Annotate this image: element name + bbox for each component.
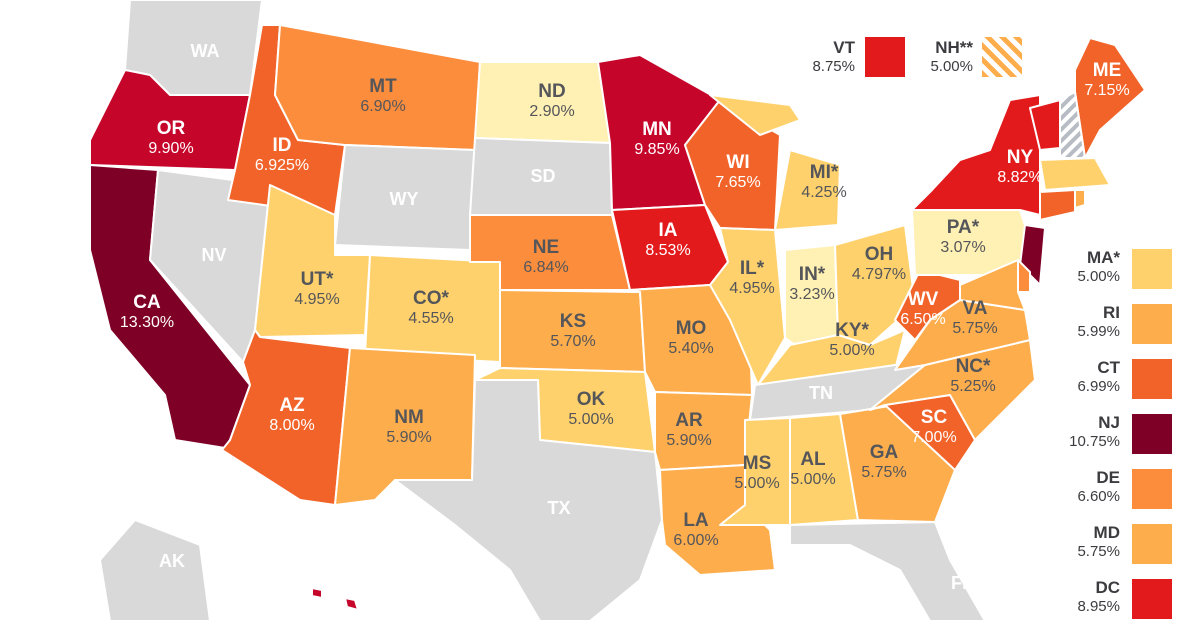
key-swatch — [982, 37, 1022, 77]
state-shape-ks — [499, 289, 646, 373]
legend-swatch — [1132, 359, 1172, 399]
state-shape-ma — [1039, 157, 1111, 191]
state-shape-hi — [311, 587, 359, 611]
state-shape-il — [709, 227, 786, 386]
legend-item-de: DE 6.60% — [1077, 468, 1120, 505]
state-shape-ri — [1074, 189, 1086, 209]
state-shape-mi — [709, 94, 841, 231]
legend-abbr: MA* — [1086, 248, 1120, 267]
state-shape-ny — [911, 94, 1041, 216]
state-shape-sd — [469, 137, 613, 216]
legend-rate: 10.75% — [1069, 433, 1120, 450]
legend-item-ma: MA* 5.00% — [1077, 248, 1120, 285]
legend-item-ri: RI 5.99% — [1077, 303, 1120, 340]
legend-abbr: NJ — [1098, 413, 1120, 432]
state-shape-tx — [394, 379, 663, 621]
state-shape-nh — [1059, 91, 1086, 159]
state-shape-az — [221, 329, 351, 506]
legend-abbr: CT — [1097, 358, 1120, 377]
state-shape-in — [784, 244, 839, 346]
state-shape-fl — [789, 521, 986, 621]
legend-abbr: RI — [1103, 303, 1120, 322]
legend-swatch — [1132, 249, 1172, 289]
legend-rate: 8.95% — [1077, 598, 1120, 615]
state-shape-wy — [334, 144, 476, 251]
state-shape-ct — [1039, 189, 1076, 221]
state-shape-ia — [611, 204, 729, 291]
legend-item-dc: DC 8.95% — [1077, 578, 1120, 615]
state-shape-ar — [654, 391, 753, 471]
state-shape-co — [364, 254, 501, 363]
state-shape-nd — [474, 61, 611, 144]
legend-swatch — [1132, 524, 1172, 564]
top-key-vt: VT 8.75% — [812, 38, 855, 75]
top-key-nh: NH** 5.00% — [930, 38, 973, 75]
legend-rate: 6.99% — [1077, 378, 1120, 395]
legend-rate: 5.99% — [1077, 323, 1120, 340]
legend-abbr: MD — [1093, 523, 1120, 542]
legend-abbr: DC — [1095, 578, 1120, 597]
state-shape-ak — [99, 519, 211, 621]
legend-swatch — [1132, 469, 1172, 509]
state-shape-oh — [834, 224, 916, 346]
legend-rate: 5.00% — [1077, 268, 1120, 285]
legend-item-nj: NJ 10.75% — [1069, 413, 1120, 450]
legend-swatch — [1132, 414, 1172, 454]
legend-swatch — [1132, 579, 1172, 619]
key-abbr: VT — [833, 38, 855, 57]
state-shape-md — [959, 259, 1026, 311]
state-shape-mt — [274, 24, 481, 151]
legend-item-md: MD 5.75% — [1077, 523, 1120, 560]
legend-swatch — [1132, 304, 1172, 344]
key-rate: 5.00% — [930, 58, 973, 75]
legend-rate: 6.60% — [1077, 488, 1120, 505]
legend-rate: 5.75% — [1077, 543, 1120, 560]
key-swatch — [865, 37, 905, 77]
legend-abbr: DE — [1096, 468, 1120, 487]
key-abbr: NH** — [935, 38, 973, 57]
state-shape-me — [1074, 37, 1146, 159]
key-rate: 8.75% — [812, 58, 855, 75]
legend-item-ct: CT 6.99% — [1077, 358, 1120, 395]
